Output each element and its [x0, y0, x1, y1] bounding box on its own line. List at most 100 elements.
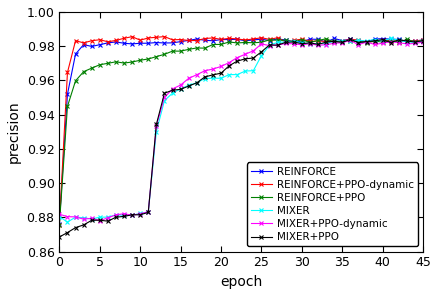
- MIXER+PPO-dynamic: [138, 212, 143, 215]
- REINFORCE+PPO-dynamic: [420, 38, 426, 42]
- REINFORCE+PPO-dynamic: [364, 40, 369, 44]
- REINFORCE+PPO: [162, 53, 167, 56]
- REINFORCE+PPO-dynamic: [138, 38, 143, 42]
- REINFORCE+PPO: [243, 41, 248, 44]
- MIXER+PPO-dynamic: [413, 42, 418, 45]
- MIXER: [121, 213, 127, 217]
- MIXER+PPO: [283, 41, 288, 44]
- MIXER+PPO: [364, 40, 369, 43]
- REINFORCE+PPO: [138, 58, 143, 62]
- REINFORCE+PPO: [380, 40, 385, 44]
- MIXER+PPO-dynamic: [243, 52, 248, 56]
- MIXER+PPO: [380, 38, 385, 41]
- MIXER: [348, 39, 353, 43]
- REINFORCE+PPO: [73, 79, 78, 83]
- MIXER+PPO-dynamic: [404, 42, 410, 46]
- MIXER+PPO: [388, 41, 393, 44]
- MIXER+PPO-dynamic: [162, 96, 167, 99]
- MIXER+PPO-dynamic: [332, 41, 337, 45]
- MIXER: [73, 215, 78, 219]
- REINFORCE+PPO: [420, 40, 426, 43]
- MIXER+PPO: [226, 64, 232, 67]
- MIXER: [210, 76, 215, 80]
- REINFORCE+PPO: [121, 61, 127, 65]
- REINFORCE: [420, 38, 426, 42]
- MIXER+PPO: [251, 56, 256, 60]
- REINFORCE+PPO: [65, 105, 70, 108]
- REINFORCE+PPO: [307, 41, 313, 44]
- MIXER: [396, 39, 402, 42]
- REINFORCE+PPO-dynamic: [65, 71, 70, 74]
- REINFORCE+PPO-dynamic: [413, 39, 418, 43]
- MIXER: [89, 217, 94, 221]
- REINFORCE: [97, 43, 102, 46]
- REINFORCE+PPO: [413, 40, 418, 44]
- Line: REINFORCE: REINFORCE: [57, 36, 425, 226]
- REINFORCE+PPO: [178, 49, 183, 53]
- MIXER+PPO: [291, 40, 297, 44]
- REINFORCE+PPO-dynamic: [219, 38, 224, 41]
- REINFORCE: [73, 52, 78, 56]
- REINFORCE: [404, 40, 410, 43]
- MIXER+PPO-dynamic: [235, 56, 240, 59]
- MIXER: [97, 215, 102, 219]
- MIXER+PPO: [210, 73, 215, 77]
- MIXER: [226, 73, 232, 76]
- REINFORCE+PPO-dynamic: [57, 223, 62, 226]
- REINFORCE: [388, 37, 393, 41]
- REINFORCE+PPO: [275, 38, 280, 42]
- MIXER+PPO-dynamic: [291, 42, 297, 46]
- MIXER: [57, 215, 62, 218]
- MIXER+PPO-dynamic: [307, 42, 313, 46]
- MIXER+PPO-dynamic: [130, 213, 135, 217]
- MIXER+PPO-dynamic: [219, 65, 224, 68]
- MIXER+PPO-dynamic: [154, 124, 159, 128]
- MIXER+PPO: [267, 43, 272, 47]
- MIXER: [404, 40, 410, 44]
- MIXER+PPO-dynamic: [57, 213, 62, 216]
- MIXER: [81, 216, 86, 220]
- REINFORCE: [243, 39, 248, 43]
- MIXER+PPO-dynamic: [259, 42, 264, 46]
- REINFORCE+PPO-dynamic: [154, 36, 159, 39]
- REINFORCE+PPO-dynamic: [73, 39, 78, 42]
- REINFORCE+PPO-dynamic: [332, 39, 337, 43]
- REINFORCE+PPO-dynamic: [186, 39, 191, 42]
- REINFORCE+PPO-dynamic: [299, 38, 304, 41]
- REINFORCE+PPO-dynamic: [372, 40, 377, 43]
- REINFORCE: [121, 41, 127, 45]
- MIXER+PPO: [219, 71, 224, 75]
- MIXER+PPO-dynamic: [146, 210, 151, 214]
- MIXER: [388, 36, 393, 40]
- MIXER: [380, 40, 385, 43]
- MIXER: [186, 83, 191, 87]
- MIXER+PPO: [202, 75, 208, 79]
- REINFORCE+PPO-dynamic: [105, 40, 110, 44]
- MIXER: [275, 41, 280, 44]
- MIXER+PPO: [315, 43, 321, 46]
- MIXER+PPO: [372, 39, 377, 43]
- MIXER: [243, 69, 248, 73]
- MIXER+PPO: [138, 213, 143, 217]
- REINFORCE+PPO: [332, 40, 337, 44]
- MIXER+PPO-dynamic: [121, 212, 127, 215]
- REINFORCE: [299, 40, 304, 44]
- MIXER: [413, 40, 418, 44]
- MIXER: [138, 212, 143, 215]
- MIXER: [251, 69, 256, 73]
- REINFORCE+PPO: [226, 40, 232, 44]
- MIXER+PPO: [178, 88, 183, 91]
- REINFORCE+PPO: [364, 41, 369, 44]
- REINFORCE+PPO-dynamic: [291, 38, 297, 42]
- REINFORCE+PPO: [251, 41, 256, 45]
- MIXER: [420, 39, 426, 42]
- REINFORCE+PPO-dynamic: [348, 38, 353, 41]
- MIXER+PPO: [73, 226, 78, 229]
- REINFORCE: [324, 40, 329, 44]
- MIXER+PPO-dynamic: [275, 43, 280, 47]
- REINFORCE: [251, 38, 256, 42]
- MIXER+PPO: [413, 40, 418, 44]
- REINFORCE: [219, 38, 224, 41]
- MIXER: [307, 42, 313, 45]
- MIXER: [364, 39, 369, 43]
